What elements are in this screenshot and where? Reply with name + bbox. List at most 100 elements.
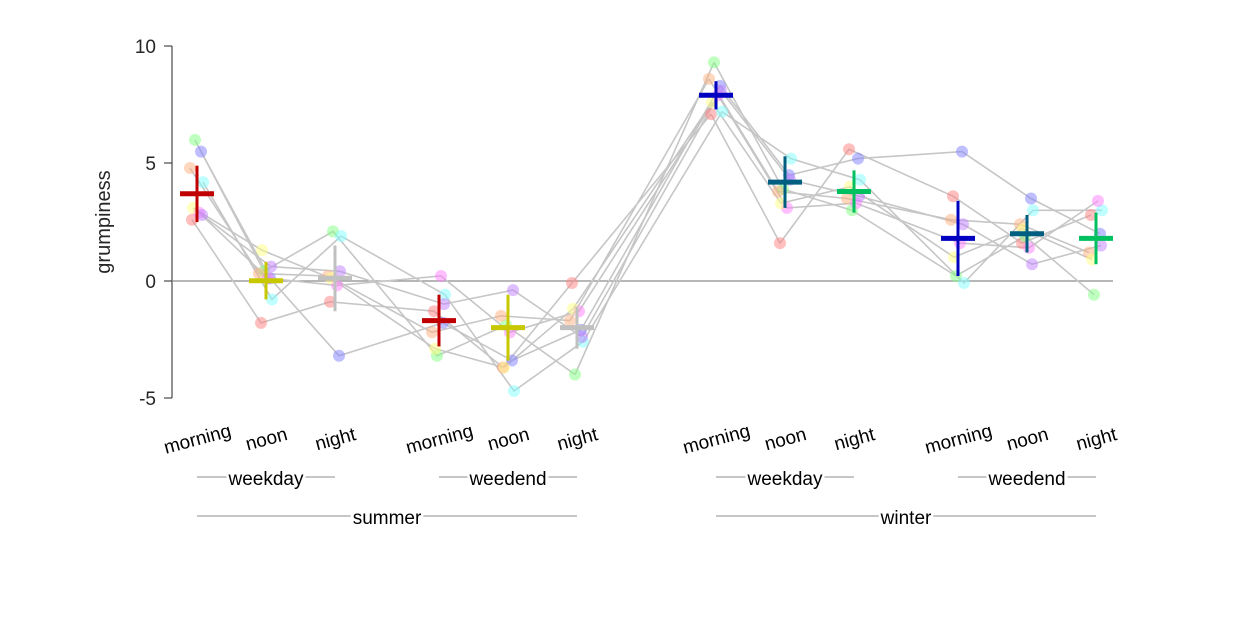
subject-line [194,139,576,376]
subject-point [843,143,855,156]
subject-point [335,230,347,243]
category-label: morning [681,421,753,459]
subject-point [566,277,578,289]
supergroup-label: summer [353,508,422,529]
category-label: night [832,424,878,455]
subject-point [774,237,786,250]
subject-point [426,326,438,339]
subject-point [947,190,959,203]
category-label: morning [404,421,476,459]
subject-point [184,162,196,174]
subject-point [495,309,507,322]
subject-line [572,101,713,310]
subject-point [956,145,968,158]
group-label: weekday [747,469,823,490]
subject-point [576,331,588,343]
subject-point [255,316,267,329]
subject-point [703,72,715,85]
subject-point [498,361,510,374]
subject-point [1085,209,1097,221]
category-label: night [555,424,601,455]
category-label: noon [485,424,531,455]
y-tick-label: 10 [135,37,156,58]
subject-point [507,284,519,297]
subject-point [196,209,208,221]
subject-line [721,111,1102,285]
subject-point [854,173,866,186]
subject-point [705,108,717,121]
subject-line [202,181,584,393]
subject-point [435,270,447,282]
subject-point [1026,258,1038,271]
subject-point [1096,204,1108,217]
subject-point [841,192,853,205]
subject-point [428,305,440,318]
subject-point [256,244,268,257]
subject-point [958,277,970,289]
subject-line [574,62,715,375]
subject-point [945,213,957,226]
subject-line [708,78,1090,254]
subject-line [713,62,1095,296]
subject-line [719,85,1101,235]
group-label: weedend [987,469,1065,490]
subject-point [324,295,336,308]
category-label: morning [923,421,995,459]
subject-point [716,105,728,118]
subject-point [439,288,451,301]
subject-point [508,385,520,397]
subject-line [201,214,583,338]
subject-point [438,298,450,311]
group-labels: weekday weedend weekday weedend summer winter [197,469,1096,529]
subject-point [1025,192,1037,205]
category-label: morning [162,421,234,459]
subject-point [564,314,576,327]
subject-point [569,368,581,381]
subject-point [957,218,969,231]
subject-point [1092,194,1104,207]
category-label: night [313,424,359,455]
y-tick-label: -5 [139,389,156,410]
subject-point [334,265,346,278]
y-axis-label: grumpiness [93,170,115,273]
subject-point [195,145,207,158]
subject-line [582,111,723,343]
subject-point [785,152,797,165]
group-label: weedend [468,469,546,490]
category-labels: morning noon night morning noon night morning n… [162,421,1120,459]
subject-point [333,349,345,362]
subject-point [265,260,277,273]
category-label: noon [1004,424,1050,455]
subject-line [191,219,573,369]
supergroup-label: winter [880,508,932,529]
subject-line [710,113,1092,245]
category-label: noon [762,424,808,455]
subject-point [772,185,784,198]
mean-markers [180,81,1113,361]
subject-line [578,94,719,312]
subject-line [569,78,710,321]
subject-point [253,267,265,280]
category-label: night [1074,424,1120,455]
subject-point [852,152,864,165]
subject-line [717,94,1099,249]
y-axis: 10 5 0 -5 grumpiness [93,37,173,410]
subject-point [1027,204,1039,217]
y-tick-label: 0 [145,272,156,293]
subject-line [189,167,571,334]
category-label: noon [243,424,289,455]
subject-point [1088,288,1100,301]
subject-point [266,293,278,306]
subject-point [708,56,720,69]
subject-point [1095,239,1107,252]
subject-point [189,133,201,146]
subject-line [580,85,721,331]
y-tick-label: 5 [145,154,156,175]
subject-point [197,176,209,189]
group-label: weekday [228,469,304,490]
subject-point [1023,241,1035,254]
subject-line [720,90,1102,266]
subject-points [184,56,1108,397]
subject-line [581,90,722,338]
